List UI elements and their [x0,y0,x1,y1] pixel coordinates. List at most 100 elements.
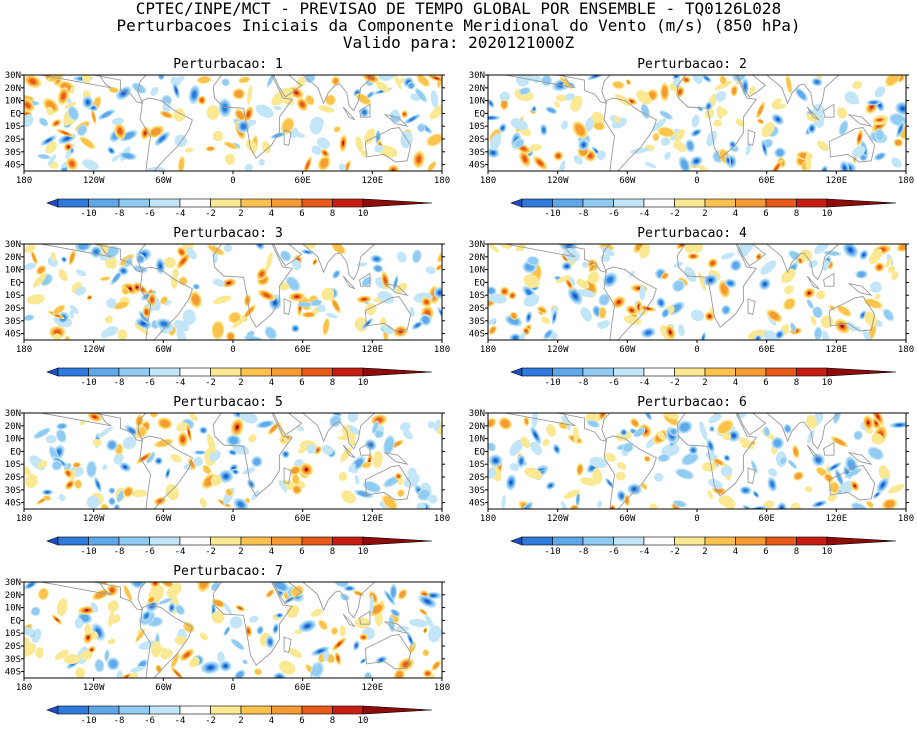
perturbation-blob [758,119,763,123]
perturbation-blob [780,457,787,464]
perturbation-blob [417,75,429,86]
x-tick-label: 120E [361,514,383,524]
perturbation-blob [342,141,344,145]
perturbation-blob [93,249,99,255]
perturbation-blob [224,474,228,478]
perturbation-blob [424,614,435,630]
perturbation-blob [427,134,442,146]
perturbation-blob [229,436,238,445]
perturbation-blob [424,629,427,632]
perturbation-blob [785,425,791,432]
perturbation-blob [109,587,115,593]
colorbar-label: 4 [269,378,274,388]
perturbation-blob [214,600,223,606]
perturbation-blob [530,441,543,455]
y-tick-label: 20N [5,591,21,601]
colorbar-label: 10 [822,378,833,388]
perturbation-blob [865,429,874,434]
perturbation-blob [645,330,652,335]
perturbation-blob [520,146,527,151]
perturbation-blob [166,583,182,598]
perturbation-blob [249,615,259,623]
perturbation-blob [134,266,147,272]
perturbation-blob [673,141,687,152]
perturbation-blob [822,330,830,340]
y-tick-label: 20N [5,253,21,263]
colorbar-label: 2 [238,716,243,726]
perturbation-blob [437,265,442,270]
perturbation-blob [706,130,717,147]
perturbation-blob [362,462,371,468]
perturbation-blob [87,462,96,477]
perturbation-blob [242,467,256,475]
perturbation-blob [240,123,247,130]
colorbar-box [613,536,645,546]
perturbation-blob [806,415,817,429]
perturbation-blob [45,141,57,154]
colorbar-label: 2 [702,547,707,557]
perturbation-blob [745,142,752,156]
perturbation-blob [124,488,132,496]
perturbation-blob [423,650,429,656]
perturbation-blob [111,154,121,162]
perturbation-blob [287,605,300,617]
coastline [765,413,840,450]
perturbation-blob [348,425,361,435]
perturbation-blob [707,104,711,109]
perturbation-blob [209,449,221,462]
perturbation-blob [542,127,546,133]
perturbation-blob [702,335,705,340]
perturbation-blob [510,118,528,131]
perturbation-blob [645,457,650,461]
perturbation-blob [253,458,261,466]
perturbation-blob [283,437,289,444]
colorbar-label: 2 [238,209,243,219]
coastline [828,296,876,332]
colorbar-box [149,705,181,715]
perturbation-blob [362,298,366,301]
perturbation-blob [222,601,233,615]
perturbation-blob [117,329,128,340]
ensemble-panel: Perturbacao: 3 30N 20N 10N EQ 10S 20S 30S 40S 180… [0,227,456,392]
panel-plot: 30N 20N 10N EQ 10S 20S 30S 40S 180 120W 60W 0 60E 120… [5,71,450,219]
coastline [847,451,873,465]
perturbation-blob [178,157,185,171]
perturbation-blob [333,271,339,277]
colorbar-label: 4 [269,209,274,219]
perturbation-blob [246,84,253,105]
perturbation-blob [165,484,179,501]
colorbar-label: -4 [175,378,186,388]
perturbation-blob [95,660,104,671]
perturbation-blob [176,605,184,614]
y-tick-label: 10S [469,460,485,470]
colorbar-label: 10 [358,716,369,726]
perturbation-blob [117,490,125,502]
colorbar-box [118,367,150,377]
perturbation-blob [372,605,382,614]
perturbation-blob [144,131,147,135]
perturbation-blob [306,444,317,454]
perturbation-blob [816,140,829,151]
perturbation-blob [708,315,711,318]
perturbation-blob [182,309,196,325]
perturbation-blob [101,111,112,118]
perturbation-blob [222,104,228,112]
perturbation-blob [176,422,189,432]
perturbation-blob [81,137,94,148]
perturbation-blob [674,128,685,142]
colorbar-box [301,536,333,546]
coastline [765,75,840,112]
perturbation-blob [325,312,338,319]
perturbation-blob [773,439,782,447]
valid-time: Valido para: 2020121000Z [342,33,575,52]
colorbar-label: 6 [763,547,768,557]
perturbation-blob [391,587,396,597]
perturbation-blob [871,433,884,445]
perturbation-blob [306,95,314,105]
perturbation-blob [349,438,356,447]
perturbation-blob [731,143,735,147]
colorbar-arrow-high [826,198,897,208]
perturbation-blob [659,300,663,306]
perturbation-blob [70,305,79,314]
perturbation-blob [211,610,225,624]
